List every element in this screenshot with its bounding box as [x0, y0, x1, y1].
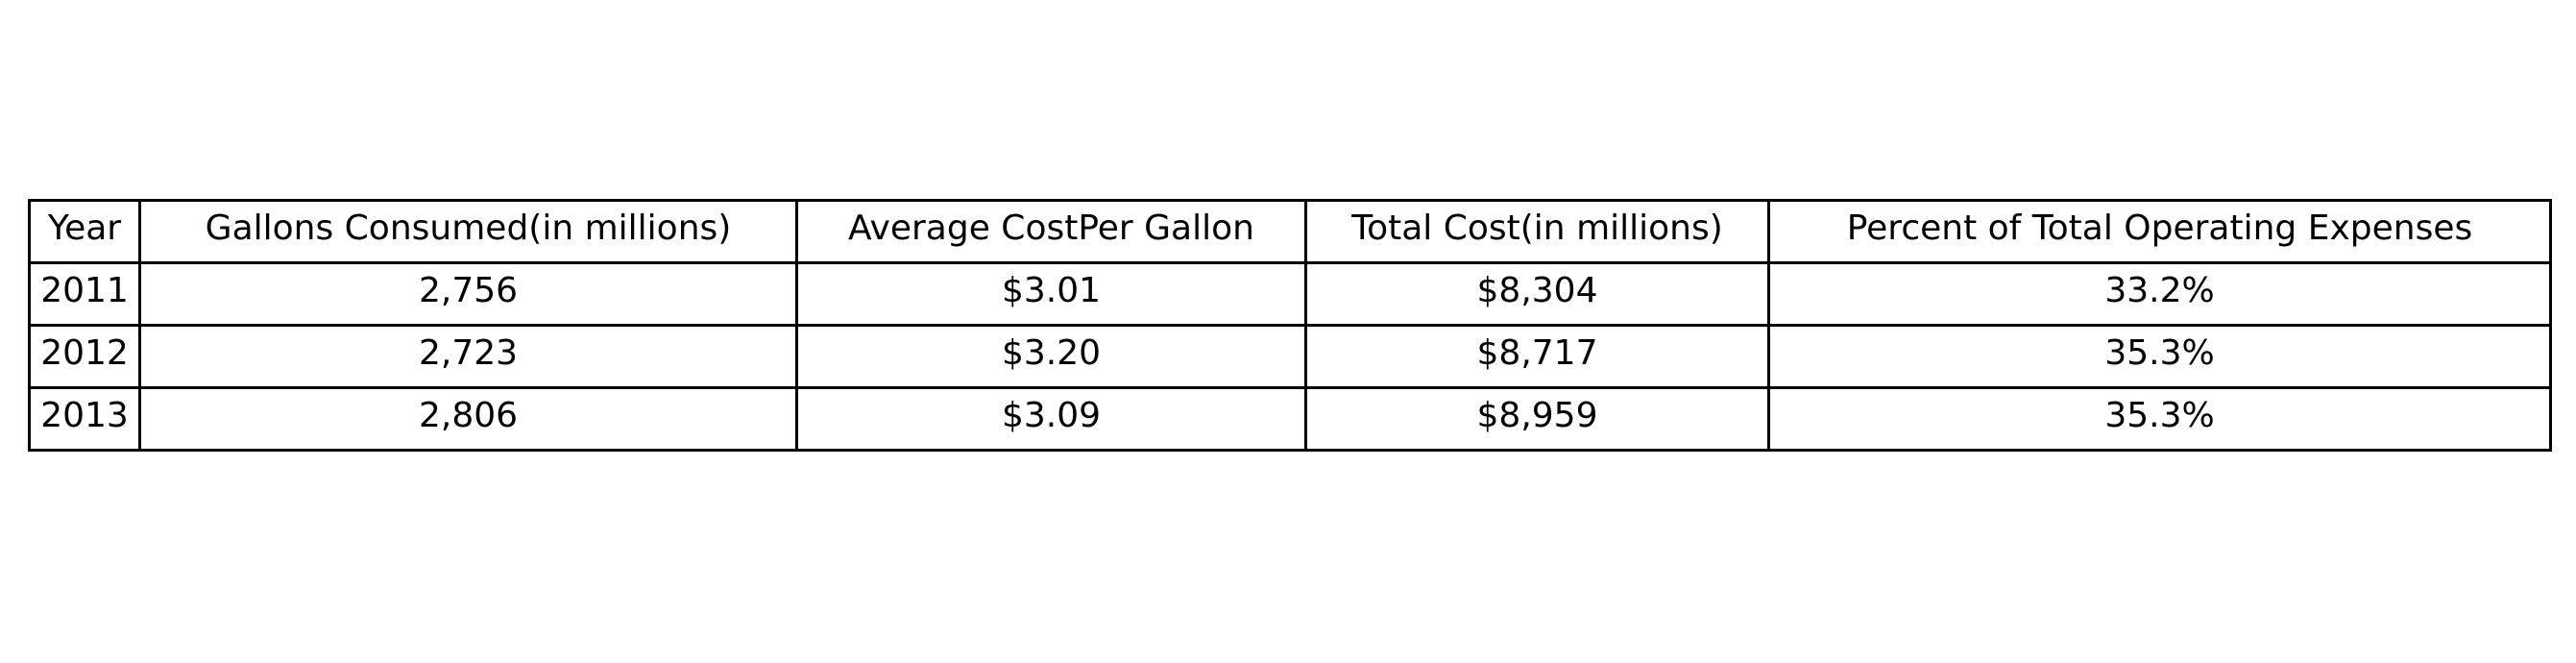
cell-year: 2013 — [28, 386, 141, 452]
cell-total-cost: $8,959 — [1304, 386, 1770, 452]
table-row: 2013 2,806 $3.09 $8,959 35.3% — [28, 386, 2552, 452]
data-table: Year Gallons Consumed(in millions) Avera… — [28, 199, 2552, 452]
table-row: 2012 2,723 $3.20 $8,717 35.3% — [28, 324, 2552, 389]
cell-total-cost: $8,304 — [1304, 261, 1770, 327]
cell-percent-operating-expenses: 35.3% — [1767, 386, 2552, 452]
cell-average-cost-per-gallon: $3.09 — [795, 386, 1307, 452]
cell-year: 2011 — [28, 261, 141, 327]
header-percent-operating-expenses: Percent of Total Operating Expenses — [1767, 199, 2552, 264]
cell-average-cost-per-gallon: $3.20 — [795, 324, 1307, 389]
cell-gallons-consumed: 2,756 — [138, 261, 798, 327]
cell-year: 2012 — [28, 324, 141, 389]
header-row: Year Gallons Consumed(in millions) Avera… — [28, 199, 2552, 264]
header-average-cost-per-gallon: Average CostPer Gallon — [795, 199, 1307, 264]
header-year: Year — [28, 199, 141, 264]
table-row: 2011 2,756 $3.01 $8,304 33.2% — [28, 261, 2552, 327]
cell-average-cost-per-gallon: $3.01 — [795, 261, 1307, 327]
cell-gallons-consumed: 2,723 — [138, 324, 798, 389]
cell-gallons-consumed: 2,806 — [138, 386, 798, 452]
cell-percent-operating-expenses: 33.2% — [1767, 261, 2552, 327]
header-total-cost: Total Cost(in millions) — [1304, 199, 1770, 264]
header-gallons-consumed: Gallons Consumed(in millions) — [138, 199, 798, 264]
cell-total-cost: $8,717 — [1304, 324, 1770, 389]
cell-percent-operating-expenses: 35.3% — [1767, 324, 2552, 389]
